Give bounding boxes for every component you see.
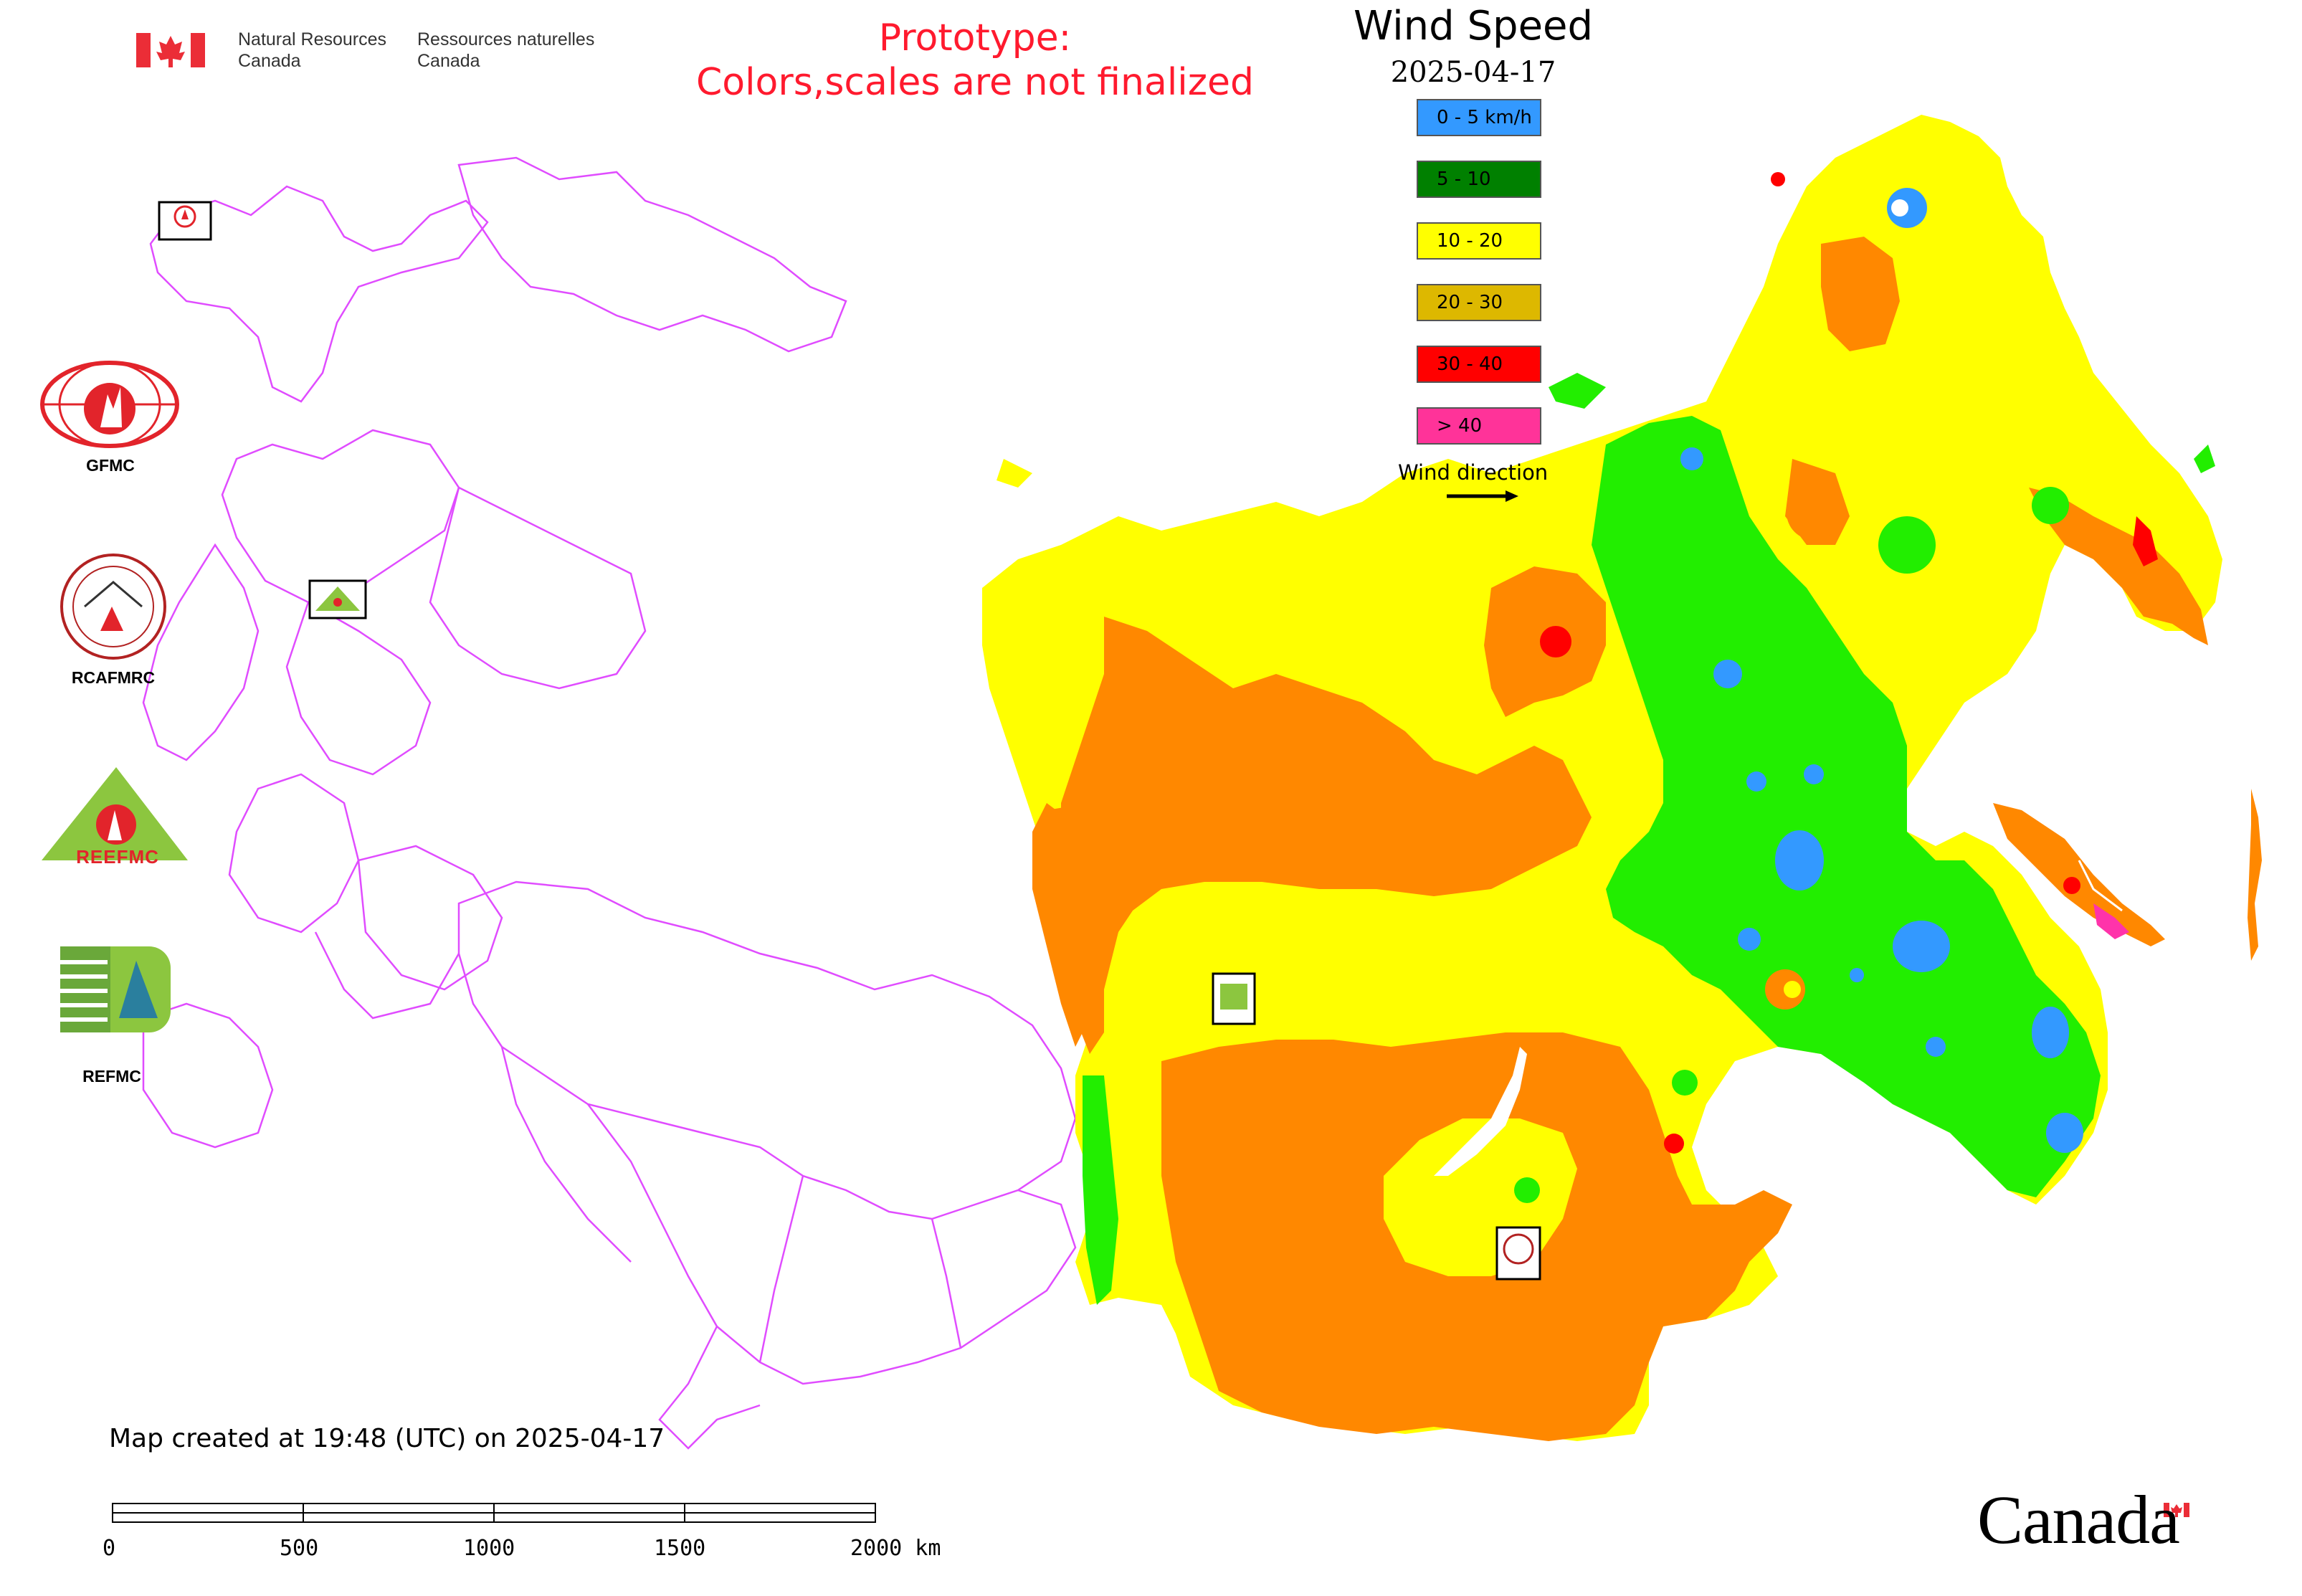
department-name-fr: Ressources naturelles Canada — [417, 29, 594, 72]
legend-item-over-40: > 40 — [1417, 407, 1541, 445]
refmc-logo — [60, 946, 171, 1032]
legend-item-5-10: 5 - 10 — [1417, 161, 1541, 198]
wind-direction-label: Wind direction — [1398, 460, 1549, 485]
legend-label: 10 - 20 — [1437, 230, 1503, 252]
prototype-notice-line2: Colors,scales are not finalized — [695, 61, 1255, 104]
wind-field — [982, 115, 2262, 1441]
canada-flag-icon — [136, 33, 205, 67]
scale-bar — [112, 1503, 876, 1523]
canada-wordmark-flag-icon — [2164, 1503, 2189, 1517]
scale-label-500: 500 — [280, 1536, 319, 1561]
gfmc-label: GFMC — [86, 456, 135, 475]
map-date: 2025-04-17 — [1390, 56, 1556, 89]
scale-label-0: 0 — [103, 1536, 116, 1561]
legend-item-10-20: 10 - 20 — [1417, 222, 1541, 260]
legend-item-30-40: 30 - 40 — [1417, 346, 1541, 383]
department-name-en: Natural Resources Canada — [238, 29, 386, 72]
department-name-fr-line2: Canada — [417, 51, 480, 71]
refmc-label: REFMC — [82, 1067, 141, 1086]
rcafmrc-label: RCAFMRC — [71, 668, 156, 687]
scale-label-1000: 1000 — [463, 1536, 515, 1561]
legend-label: 5 - 10 — [1437, 168, 1491, 190]
legend-label: > 40 — [1437, 415, 1483, 437]
rcafmrc-logo — [60, 554, 166, 660]
department-name-fr-line1: Ressources naturelles — [417, 29, 595, 49]
scale-label-1500: 1500 — [654, 1536, 706, 1561]
legend-label: 30 - 40 — [1437, 353, 1503, 375]
map-title: Wind Speed — [1353, 3, 1594, 49]
department-name-en-line2: Canada — [238, 51, 301, 71]
legend-item-20-30: 20 - 30 — [1417, 284, 1541, 321]
legend-item-0-5: 0 - 5 km/h — [1417, 99, 1541, 136]
map-logo-markers — [158, 201, 1541, 1281]
prototype-notice-line1: Prototype: — [878, 16, 1072, 60]
gfmc-logo — [40, 361, 179, 448]
country-boundaries — [142, 156, 1077, 1450]
department-name-en-line1: Natural Resources — [238, 29, 387, 49]
reefmc-logo — [42, 767, 188, 860]
map-created-timestamp: Map created at 19:48 (UTC) on 2025-04-17 — [109, 1424, 665, 1453]
wind-direction-arrow — [1447, 490, 1518, 502]
legend-label: 20 - 30 — [1437, 292, 1503, 313]
scale-label-2000-km: 2000 km — [850, 1536, 941, 1561]
legend-label: 0 - 5 km/h — [1437, 107, 1532, 128]
canada-wordmark: Canada — [1977, 1481, 2180, 1558]
reefmc-label: REEFMC — [76, 846, 159, 868]
prototype-notice: Prototype: Colors,scales are not finaliz… — [645, 16, 1305, 105]
